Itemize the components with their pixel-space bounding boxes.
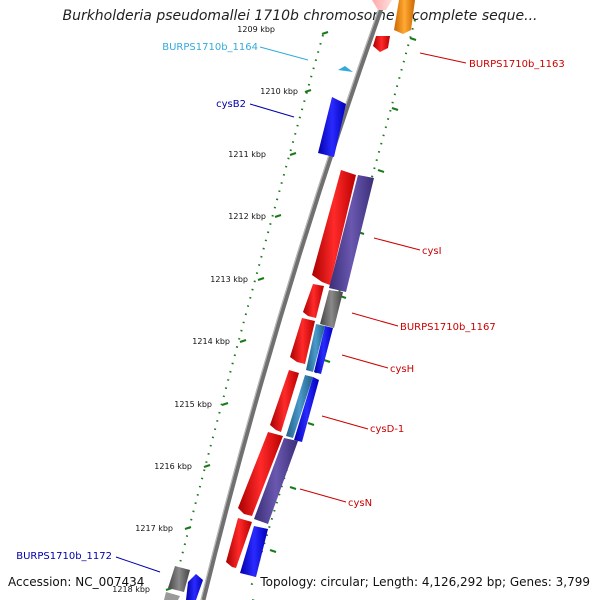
gene-label-burps1710b-1164: BURPS1710b_1164 [162,42,258,53]
gene-feature-grey-1218[interactable] [164,592,180,600]
gene-feature-red-1213[interactable] [303,284,324,318]
tick-label: 1218 kbp [112,585,150,594]
gene-feature-burps1710b-1172[interactable] [168,566,190,592]
tick-label: 1209 kbp [237,25,275,34]
tick-mark-outer [307,422,315,426]
scale-tick-marks [165,31,417,600]
gene-label-cysD-1: cysD-1 [370,424,404,435]
tick-mark-inner [304,89,312,93]
tick-mark-outer [323,359,331,363]
topology-summary: Topology: circular; Length: 4,126,292 bp… [260,575,590,589]
map-title: Burkholderia pseudomallei 1710b chromoso… [62,8,538,24]
gene-feature-cysH-blue[interactable] [314,326,333,374]
tick-mark-outer [377,169,385,173]
tick-mark-outer [409,37,417,41]
gene-feature-cysH-red[interactable] [290,318,315,364]
gene-label-burps1710b-1167: BURPS1710b_1167 [400,322,496,333]
tick-mark-inner [321,31,329,35]
tick-label: 1215 kbp [174,400,212,409]
gene-feature-cysD-1-red[interactable] [270,370,299,432]
tick-label: 1217 kbp [135,524,173,533]
tick-label: 1214 kbp [192,337,230,346]
gene-label-cysH: cysH [390,364,414,375]
tick-mark-outer [269,549,277,553]
gene-feature-red-1217[interactable] [226,518,252,568]
scale-tick-labels: 1209 kbp 1210 kbp 1211 kbp 1212 kbp 1213 kbp… [112,25,298,594]
tick-label: 1216 kbp [154,462,192,471]
tick-mark-inner [239,339,247,343]
gene-feature-cysN-red[interactable] [238,432,283,516]
gene-label-burps1710b-1163: BURPS1710b_1163 [469,59,565,70]
gene-callout-labels: BURPS1710b_1164 cysB2 BURPS1710b_1163 cy… [16,42,565,562]
tick-label: 1213 kbp [210,275,248,284]
gene-label-burps1710b-1172: BURPS1710b_1172 [16,551,112,562]
gene-feature-cysD-1-teal[interactable] [286,375,313,438]
gene-label-cysI: cysI [422,246,442,257]
gene-feature-cysH-teal[interactable] [306,324,325,372]
tick-mark-inner [274,214,282,218]
tick-mark-outer [391,107,399,111]
gene-feature-cysB2[interactable] [318,97,346,157]
gene-feature-burps1710b-1163[interactable] [373,36,390,52]
gene-feature-cysI-forward[interactable] [312,170,356,285]
gene-label-cysB2: cysB2 [216,99,246,110]
gene-feature-top-pink[interactable] [372,0,392,10]
tick-label: 1210 kbp [260,87,298,96]
tick-mark-inner [257,277,265,281]
tick-mark-inner [184,526,192,530]
gene-callout-lines [115,46,467,573]
tick-label: 1211 kbp [228,150,266,159]
gene-feature-cysD-1-blue[interactable] [294,377,319,442]
gene-feature-burps1710b-1164[interactable] [338,66,353,72]
gene-feature-orange[interactable] [394,0,415,34]
tick-mark-inner [289,152,297,156]
gene-feature-burps1710b-1167[interactable] [320,290,343,328]
tick-label: 1212 kbp [228,212,266,221]
tick-mark-inner [221,402,229,406]
tick-mark-outer [289,486,297,490]
gene-feature-blue-1217[interactable] [240,526,268,577]
backbone [200,0,387,600]
gene-label-cysN: cysN [348,498,372,509]
gene-features[interactable] [164,0,415,600]
gene-feature-cysN-purple[interactable] [254,438,298,524]
scale-guide-inner [172,34,324,591]
accession-label: Accession: NC_007434 [8,575,145,589]
gene-feature-blue-1218[interactable] [186,574,203,600]
tick-mark-inner [203,464,211,468]
gene-feature-cysI-purple[interactable] [329,175,374,292]
backbone-highlight [200,0,383,600]
